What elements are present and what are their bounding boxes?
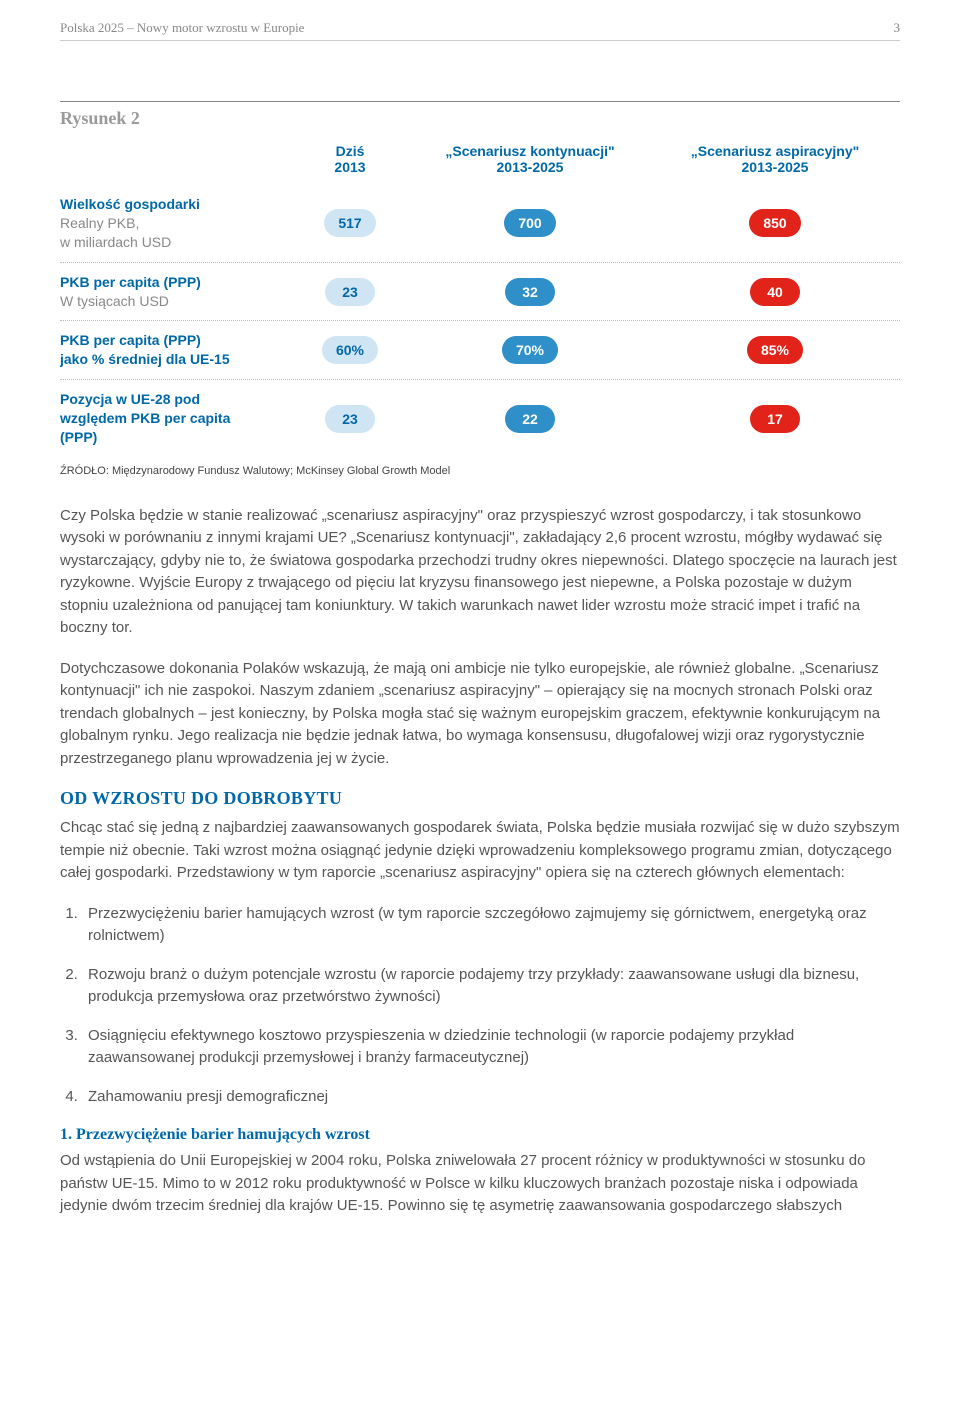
list-item: Przezwyciężeniu barier hamujących wzrost…	[82, 903, 900, 948]
page-number: 3	[894, 20, 901, 36]
cell: 60%	[290, 336, 410, 364]
col1-l2: 2013	[290, 159, 410, 175]
cell: 850	[650, 209, 900, 237]
row-label: Pozycja w UE-28 pod względem PKB per cap…	[60, 390, 290, 447]
figure-title: Rysunek 2	[60, 108, 900, 129]
figure-container: Rysunek 2 Dziś 2013 „Scenariusz kontynua…	[60, 101, 900, 477]
pill-value: 23	[325, 278, 375, 306]
col3-l1: „Scenariusz aspiracyjny"	[650, 143, 900, 159]
row-label: PKB per capita (PPP) jako % średniej dla…	[60, 331, 290, 369]
pill-value: 40	[750, 278, 800, 306]
row1-bold: PKB per capita (PPP)	[60, 273, 290, 292]
pill-value: 85%	[747, 336, 803, 364]
col1-header: Dziś 2013	[290, 143, 410, 175]
header-title: Polska 2025 – Nowy motor wzrostu w Europ…	[60, 20, 304, 36]
pill-value: 23	[325, 405, 375, 433]
row0-bold: Wielkość gospodarki	[60, 195, 290, 214]
subsection-heading: 1. Przezwyciężenie barier hamujących wzr…	[60, 1126, 900, 1144]
section-intro: Chcąc stać się jedną z najbardziej zaawa…	[60, 817, 900, 885]
cell: 32	[410, 278, 650, 306]
pill-value: 517	[324, 209, 375, 237]
pill-value: 700	[504, 209, 555, 237]
cell: 17	[650, 405, 900, 433]
list-item: Rozwoju branż o dużym potencjale wzrostu…	[82, 964, 900, 1009]
row3-bold: Pozycja w UE-28 pod	[60, 390, 290, 409]
pill-value: 22	[505, 405, 555, 433]
pill-value: 70%	[502, 336, 558, 364]
col2-l2: 2013-2025	[410, 159, 650, 175]
list-item: Zahamowaniu presji demograficznej	[82, 1086, 900, 1109]
list-item: Osiągnięciu efektywnego kosztowo przyspi…	[82, 1025, 900, 1070]
chart-table: Dziś 2013 „Scenariusz kontynuacji" 2013-…	[60, 143, 900, 457]
row2-bold2: jako % średniej dla UE-15	[60, 350, 290, 369]
numbered-list: Przezwyciężeniu barier hamujących wzrost…	[82, 903, 900, 1109]
cell: 22	[410, 405, 650, 433]
table-row: Wielkość gospodarki Realny PKB, w miliar…	[60, 185, 900, 263]
row0-sub1: Realny PKB,	[60, 214, 290, 233]
cell: 40	[650, 278, 900, 306]
paragraph-1: Czy Polska będzie w stanie realizować „s…	[60, 505, 900, 640]
cell: 23	[290, 278, 410, 306]
cell: 517	[290, 209, 410, 237]
table-row: PKB per capita (PPP) W tysiącach USD 23 …	[60, 263, 900, 322]
table-row: Pozycja w UE-28 pod względem PKB per cap…	[60, 380, 900, 457]
row-label: PKB per capita (PPP) W tysiącach USD	[60, 273, 290, 311]
cell: 23	[290, 405, 410, 433]
col1-l1: Dziś	[290, 143, 410, 159]
pill-value: 32	[505, 278, 555, 306]
col3-header: „Scenariusz aspiracyjny" 2013-2025	[650, 143, 900, 175]
table-row: PKB per capita (PPP) jako % średniej dla…	[60, 321, 900, 380]
row3-bold3: (PPP)	[60, 428, 290, 447]
pill-value: 60%	[322, 336, 378, 364]
cell: 700	[410, 209, 650, 237]
col3-l2: 2013-2025	[650, 159, 900, 175]
header-spacer	[60, 143, 290, 175]
row2-bold: PKB per capita (PPP)	[60, 331, 290, 350]
pill-value: 850	[749, 209, 800, 237]
row1-sub1: W tysiącach USD	[60, 292, 290, 311]
body-text: Czy Polska będzie w stanie realizować „s…	[60, 505, 900, 1218]
row3-bold2: względem PKB per capita	[60, 409, 290, 428]
chart-header-row: Dziś 2013 „Scenariusz kontynuacji" 2013-…	[60, 143, 900, 175]
cell: 85%	[650, 336, 900, 364]
pill-value: 17	[750, 405, 800, 433]
subsection-text: Od wstąpienia do Unii Europejskiej w 200…	[60, 1150, 900, 1218]
section-heading: OD WZROSTU DO DOBROBYTU	[60, 788, 900, 809]
col2-l1: „Scenariusz kontynuacji"	[410, 143, 650, 159]
row0-sub2: w miliardach USD	[60, 233, 290, 252]
figure-source: ŹRÓDŁO: Międzynarodowy Fundusz Walutowy;…	[60, 465, 900, 477]
paragraph-2: Dotychczasowe dokonania Polaków wskazują…	[60, 658, 900, 771]
row-label: Wielkość gospodarki Realny PKB, w miliar…	[60, 195, 290, 252]
col2-header: „Scenariusz kontynuacji" 2013-2025	[410, 143, 650, 175]
page-header: Polska 2025 – Nowy motor wzrostu w Europ…	[60, 20, 900, 41]
cell: 70%	[410, 336, 650, 364]
